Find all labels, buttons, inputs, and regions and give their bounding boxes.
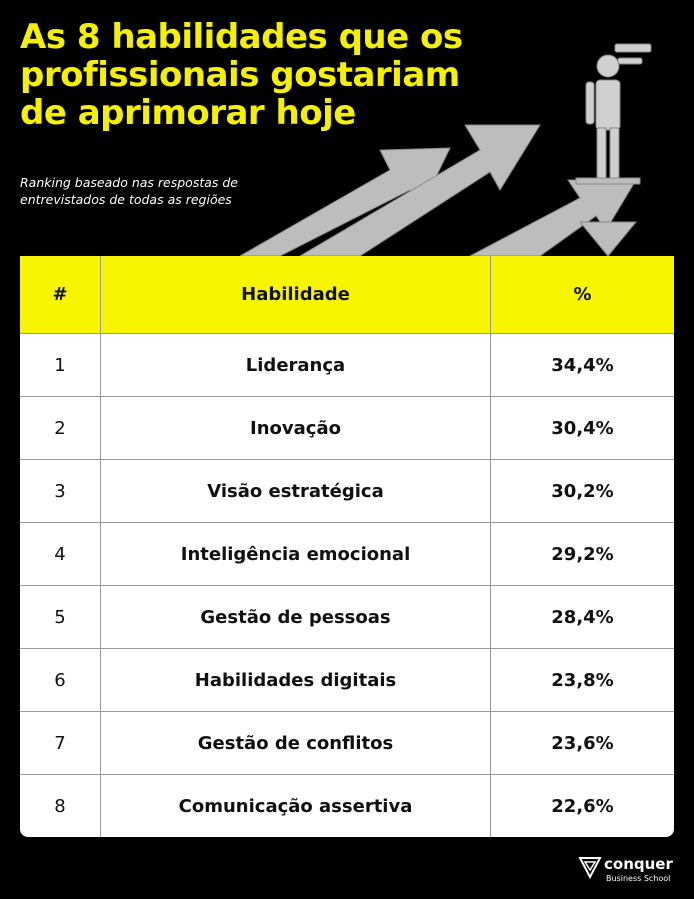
table-cell: 30,2%: [491, 460, 674, 523]
table-cell: 30,4%: [491, 397, 674, 460]
table-cell: Liderança: [101, 334, 491, 397]
title-line: As 8 habilidades que os: [20, 17, 463, 57]
subtitle-line: Ranking baseado nas respostas de: [20, 175, 238, 190]
table-row: 2 Inovação 30,4%: [20, 397, 674, 460]
table-cell: Gestão de conflitos: [101, 712, 491, 775]
table-cell: 23,8%: [491, 649, 674, 712]
subtitle-line: entrevistados de todas as regiões: [20, 192, 232, 207]
table-row: 1 Liderança 34,4%: [20, 334, 674, 397]
decoration: [240, 43, 652, 256]
table-body: 1 Liderança 34,4% 2 Inovação 30,4% 3 Visão estr…: [20, 334, 674, 837]
header-row: # Habilidade%: [20, 256, 674, 334]
table-cell: 6: [20, 649, 101, 712]
table-cell: 7: [20, 712, 101, 775]
table-cell: Comunicação assertiva: [101, 775, 491, 837]
table-cell: Habilidades digitais: [101, 649, 491, 712]
table-cell: Gestão de pessoas: [101, 586, 491, 649]
table-cell: 8: [20, 775, 101, 837]
table-cell: 34,4%: [491, 334, 674, 397]
table-row: 8 Comunicação assertiva 22,6%: [20, 775, 674, 837]
table-cell: 4: [20, 523, 101, 586]
table-cell: Visão estratégica: [101, 460, 491, 523]
table-row: 6 Habilidades digitais 23,8%: [20, 649, 674, 712]
table-cell: Inovação: [101, 397, 491, 460]
table-row: 4 Inteligência emocional 29,2%: [20, 523, 674, 586]
ranking-table: # Habilidade% 1 Liderança 34,4% 2 Inovação 30,…: [20, 256, 674, 837]
table-cell: Inteligência emocional: [101, 523, 491, 586]
logo-tagline: Business School: [606, 874, 671, 883]
table-cell: 1: [20, 334, 101, 397]
table-cell: 2: [20, 397, 101, 460]
column-header: #: [20, 256, 101, 334]
logo-name: conquer: [604, 855, 673, 873]
logo: conquer Business School: [578, 855, 673, 883]
title-line: de aprimorar hoje: [20, 93, 356, 133]
title: As 8 habilidades que os profissionais go…: [20, 18, 463, 132]
subtitle: Ranking baseado nas respostas de entrevi…: [20, 174, 238, 208]
column-header: %: [491, 256, 674, 334]
title-line: profissionais gostariam: [20, 55, 460, 95]
table-cell: 29,2%: [491, 523, 674, 586]
table-cell: 22,6%: [551, 795, 614, 817]
table-cell: 23,6%: [491, 712, 674, 775]
table-cell: 28,4%: [491, 586, 674, 649]
logo-icon: [578, 857, 602, 880]
table-row: 5 Gestão de pessoas 28,4%: [20, 586, 674, 649]
table-cell: 3: [20, 460, 101, 523]
column-header: Habilidade: [101, 256, 491, 334]
table-row: 7 Gestão de conflitos 23,6%: [20, 712, 674, 775]
table-row: 3 Visão estratégica 30,2%: [20, 460, 674, 523]
table-cell: 5: [20, 586, 101, 649]
